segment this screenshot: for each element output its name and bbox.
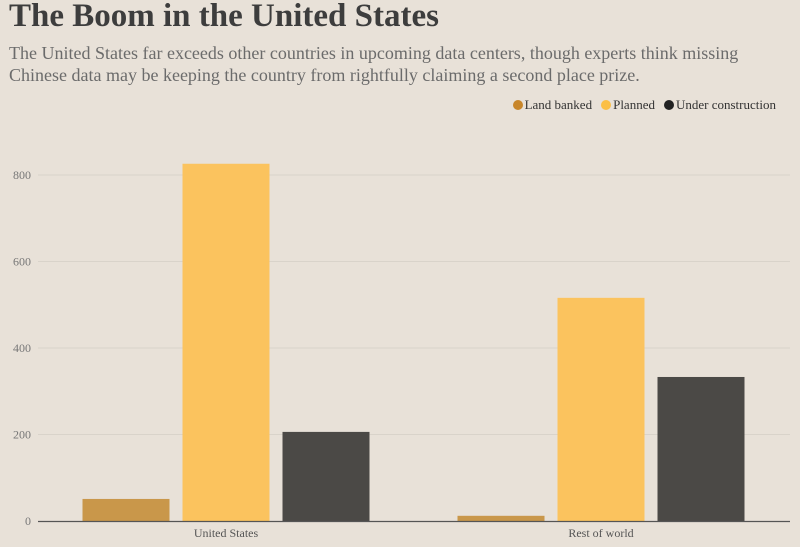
y-tick-label: 0: [25, 514, 31, 528]
legend-label: Land banked: [524, 97, 593, 112]
bar: [557, 297, 645, 521]
y-tick-label: 200: [13, 428, 31, 442]
legend-label: Under construction: [675, 97, 776, 112]
y-tick-label: 800: [13, 168, 31, 182]
legend-dot-icon: [512, 100, 523, 110]
bar: [82, 498, 170, 521]
legend-item: Under construction: [663, 97, 776, 113]
x-tick-label: Rest of world: [568, 526, 633, 540]
legend: Land banked Planned Under construction: [512, 97, 776, 113]
x-tick-label: United States: [194, 526, 259, 540]
y-tick-label: 600: [13, 255, 31, 269]
chart-subtitle: The United States far exceeds other coun…: [9, 43, 739, 85]
legend-item: Planned: [601, 97, 655, 113]
chart-title: The Boom in the United States: [9, 0, 439, 34]
legend-item: Land banked: [512, 97, 593, 113]
y-tick-label: 400: [13, 341, 31, 355]
bar: [182, 163, 270, 521]
legend-label: Planned: [613, 97, 655, 112]
bar: [282, 431, 370, 521]
bar: [457, 515, 545, 521]
legend-dot-icon: [601, 100, 612, 110]
bar: [657, 376, 745, 521]
legend-dot-icon: [663, 100, 674, 110]
